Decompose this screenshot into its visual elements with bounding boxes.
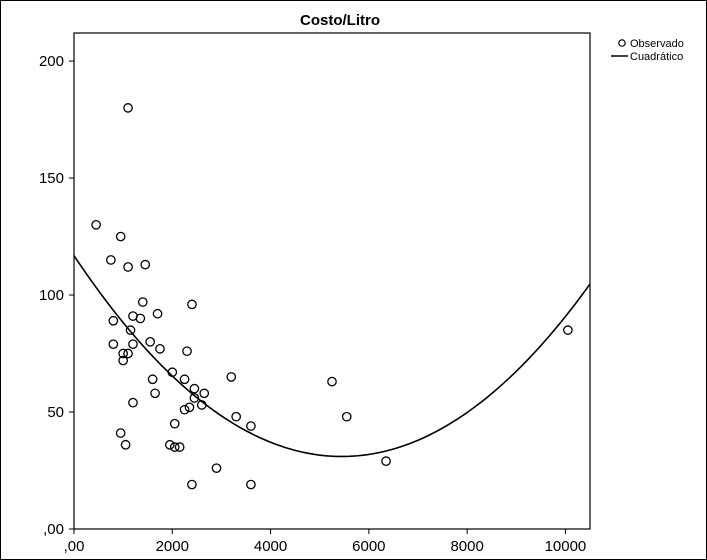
data-point bbox=[106, 255, 116, 265]
data-point bbox=[135, 313, 146, 324]
data-point bbox=[246, 421, 256, 431]
x-tick-label: 2000 bbox=[156, 538, 189, 555]
data-point bbox=[164, 439, 175, 450]
data-point bbox=[115, 428, 126, 438]
data-point bbox=[115, 231, 126, 242]
data-point bbox=[167, 367, 178, 378]
data-point bbox=[118, 348, 128, 359]
data-point bbox=[169, 418, 180, 429]
data-point bbox=[128, 397, 138, 408]
data-point bbox=[211, 463, 222, 474]
legend: Observado Cuadrático bbox=[611, 38, 684, 63]
data-point bbox=[169, 442, 180, 452]
legend-label-observado: Observado bbox=[630, 38, 684, 50]
data-point bbox=[174, 442, 185, 452]
data-point bbox=[155, 343, 165, 354]
y-tick-label: 100 bbox=[39, 287, 64, 304]
x-tick-label: ,00 bbox=[64, 538, 85, 555]
x-axis: ,00 2000 4000 6000 8000 10000 bbox=[64, 529, 587, 555]
data-point bbox=[91, 219, 101, 230]
legend-label-cuadratico: Cuadrático bbox=[630, 51, 683, 63]
data-point bbox=[187, 479, 197, 490]
data-point bbox=[341, 411, 352, 422]
data-point bbox=[189, 383, 200, 394]
data-point bbox=[140, 259, 151, 270]
data-point bbox=[150, 388, 160, 399]
data-point bbox=[563, 325, 573, 335]
chart-title: Costo/Litro bbox=[300, 12, 380, 29]
data-point bbox=[120, 439, 131, 450]
data-point bbox=[182, 346, 192, 357]
data-point bbox=[187, 299, 197, 310]
x-tick-label: 4000 bbox=[254, 538, 287, 555]
x-tick-label: 10000 bbox=[545, 538, 587, 555]
legend-marker-observado bbox=[618, 39, 626, 47]
plot-area bbox=[73, 32, 591, 530]
data-point bbox=[246, 479, 256, 490]
data-point bbox=[327, 376, 337, 387]
data-point bbox=[179, 404, 190, 415]
data-point bbox=[123, 262, 133, 272]
data-point bbox=[152, 308, 163, 319]
y-axis: ,00 50 100 150 200 bbox=[39, 53, 74, 538]
data-point bbox=[145, 336, 156, 347]
y-tick-label: 50 bbox=[47, 404, 64, 421]
y-tick-label: ,00 bbox=[43, 521, 64, 538]
data-point bbox=[137, 297, 148, 307]
data-point bbox=[231, 411, 242, 422]
data-point bbox=[196, 400, 207, 410]
data-point bbox=[226, 372, 237, 382]
data-point bbox=[147, 374, 158, 385]
plot-content bbox=[73, 103, 591, 490]
data-point bbox=[184, 402, 195, 413]
y-tick-label: 150 bbox=[39, 170, 64, 187]
data-point bbox=[189, 393, 200, 403]
data-point bbox=[381, 456, 391, 467]
data-point bbox=[108, 339, 119, 350]
data-point bbox=[123, 103, 133, 113]
quadratic-fit-line bbox=[73, 255, 591, 458]
x-tick-label: 6000 bbox=[352, 538, 385, 555]
data-point bbox=[125, 325, 136, 335]
data-point bbox=[128, 339, 138, 350]
data-point bbox=[199, 388, 210, 399]
data-point bbox=[179, 374, 190, 385]
data-point bbox=[108, 315, 119, 326]
data-point bbox=[118, 355, 128, 366]
y-tick-label: 200 bbox=[39, 53, 64, 70]
x-tick-label: 8000 bbox=[450, 538, 483, 555]
observed-points bbox=[91, 103, 573, 490]
data-point bbox=[123, 348, 133, 359]
